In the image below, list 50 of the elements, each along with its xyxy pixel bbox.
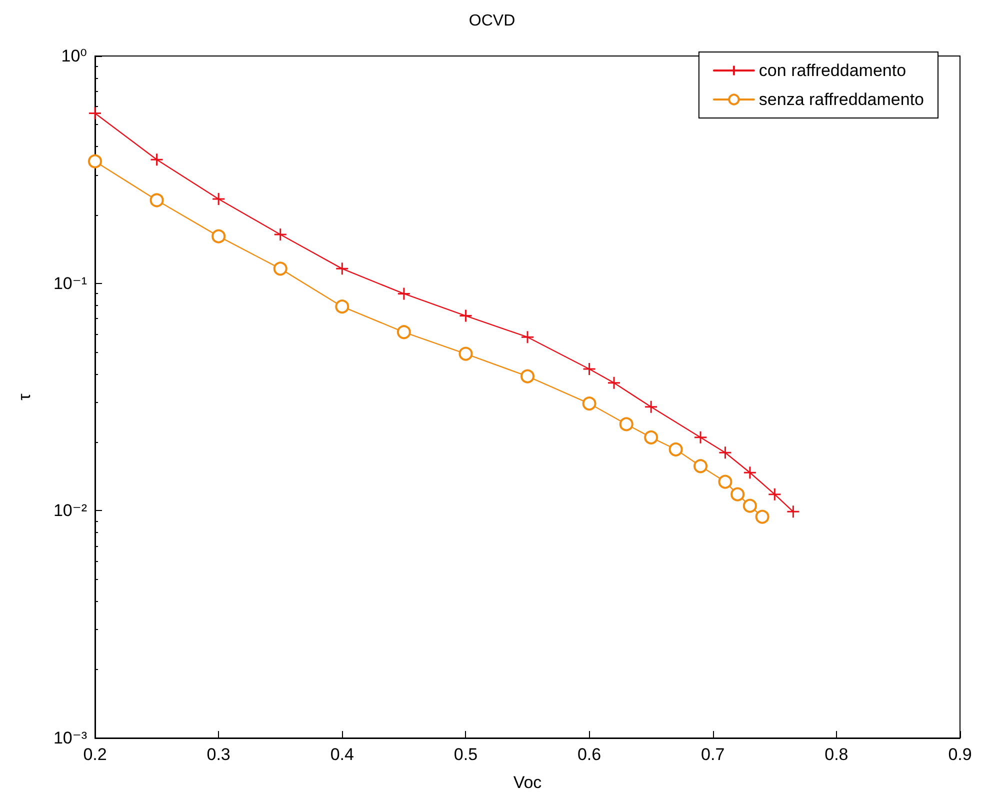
x-tick-label: 0.2 bbox=[83, 745, 107, 764]
x-tick-label: 0.3 bbox=[206, 745, 230, 764]
point bbox=[520, 369, 534, 384]
point bbox=[694, 459, 708, 474]
point bbox=[582, 396, 596, 411]
point bbox=[644, 430, 658, 444]
x-tick-label: 0.5 bbox=[454, 745, 478, 764]
x-tick-label: 0.6 bbox=[577, 745, 602, 764]
y-tick-label: 10⁰ bbox=[61, 46, 88, 66]
point bbox=[619, 417, 634, 432]
point bbox=[212, 229, 226, 244]
chart-title: OCVD bbox=[468, 12, 516, 30]
y-tick-label: 10⁻³ bbox=[53, 728, 88, 748]
point bbox=[607, 376, 621, 390]
point bbox=[150, 152, 164, 166]
point bbox=[274, 228, 288, 242]
point bbox=[730, 487, 745, 502]
point bbox=[768, 488, 782, 502]
point bbox=[458, 346, 473, 361]
point bbox=[397, 286, 411, 300]
point bbox=[582, 362, 596, 376]
point bbox=[743, 466, 757, 480]
x-tick-label: 0.7 bbox=[701, 745, 725, 764]
y-axis-title: τ bbox=[15, 393, 34, 400]
point bbox=[335, 262, 349, 276]
legend-label: con raffreddamento bbox=[758, 61, 906, 80]
point bbox=[718, 474, 732, 489]
x-tick-label: 0.8 bbox=[824, 745, 848, 764]
point bbox=[520, 330, 534, 344]
point bbox=[88, 154, 102, 168]
legend-label: senza raffreddamento bbox=[758, 90, 924, 109]
x-axis-title: Voc bbox=[513, 773, 542, 792]
x-tick-label: 0.9 bbox=[948, 745, 972, 764]
point bbox=[88, 106, 102, 120]
point bbox=[644, 400, 658, 414]
point bbox=[458, 309, 472, 323]
y-tick-label: 10⁻¹ bbox=[53, 274, 88, 293]
point bbox=[742, 498, 757, 513]
point bbox=[273, 262, 288, 276]
point bbox=[786, 504, 800, 518]
point bbox=[150, 193, 164, 208]
point bbox=[668, 442, 683, 456]
point bbox=[755, 510, 770, 524]
y-tick-label: 10⁻² bbox=[53, 501, 88, 520]
point bbox=[212, 192, 226, 206]
point bbox=[335, 300, 350, 314]
point bbox=[694, 430, 708, 444]
x-tick-label: 0.4 bbox=[330, 745, 354, 764]
point bbox=[718, 446, 732, 460]
point bbox=[396, 325, 411, 340]
